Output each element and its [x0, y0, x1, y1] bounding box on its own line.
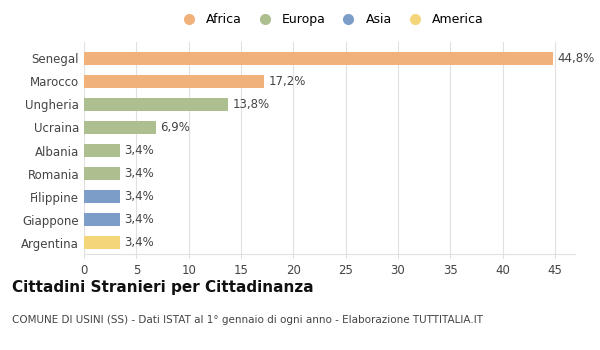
Text: 3,4%: 3,4% [124, 167, 154, 180]
Bar [84, 98, 229, 111]
Bar [84, 144, 119, 157]
Bar [84, 75, 264, 88]
Text: 6,9%: 6,9% [160, 121, 190, 134]
Text: 3,4%: 3,4% [124, 236, 154, 249]
Text: 3,4%: 3,4% [124, 144, 154, 157]
Text: 3,4%: 3,4% [124, 190, 154, 203]
Legend: Africa, Europa, Asia, America: Africa, Europa, Asia, America [172, 9, 488, 30]
Bar [84, 121, 156, 134]
Text: 17,2%: 17,2% [268, 75, 305, 88]
Bar [84, 214, 119, 226]
Text: COMUNE DI USINI (SS) - Dati ISTAT al 1° gennaio di ogni anno - Elaborazione TUTT: COMUNE DI USINI (SS) - Dati ISTAT al 1° … [12, 315, 483, 325]
Bar [84, 52, 553, 64]
Text: Cittadini Stranieri per Cittadinanza: Cittadini Stranieri per Cittadinanza [12, 280, 314, 295]
Bar [84, 167, 119, 180]
Text: 13,8%: 13,8% [233, 98, 270, 111]
Bar [84, 237, 119, 249]
Text: 44,8%: 44,8% [557, 52, 595, 65]
Bar [84, 190, 119, 203]
Text: 3,4%: 3,4% [124, 213, 154, 226]
